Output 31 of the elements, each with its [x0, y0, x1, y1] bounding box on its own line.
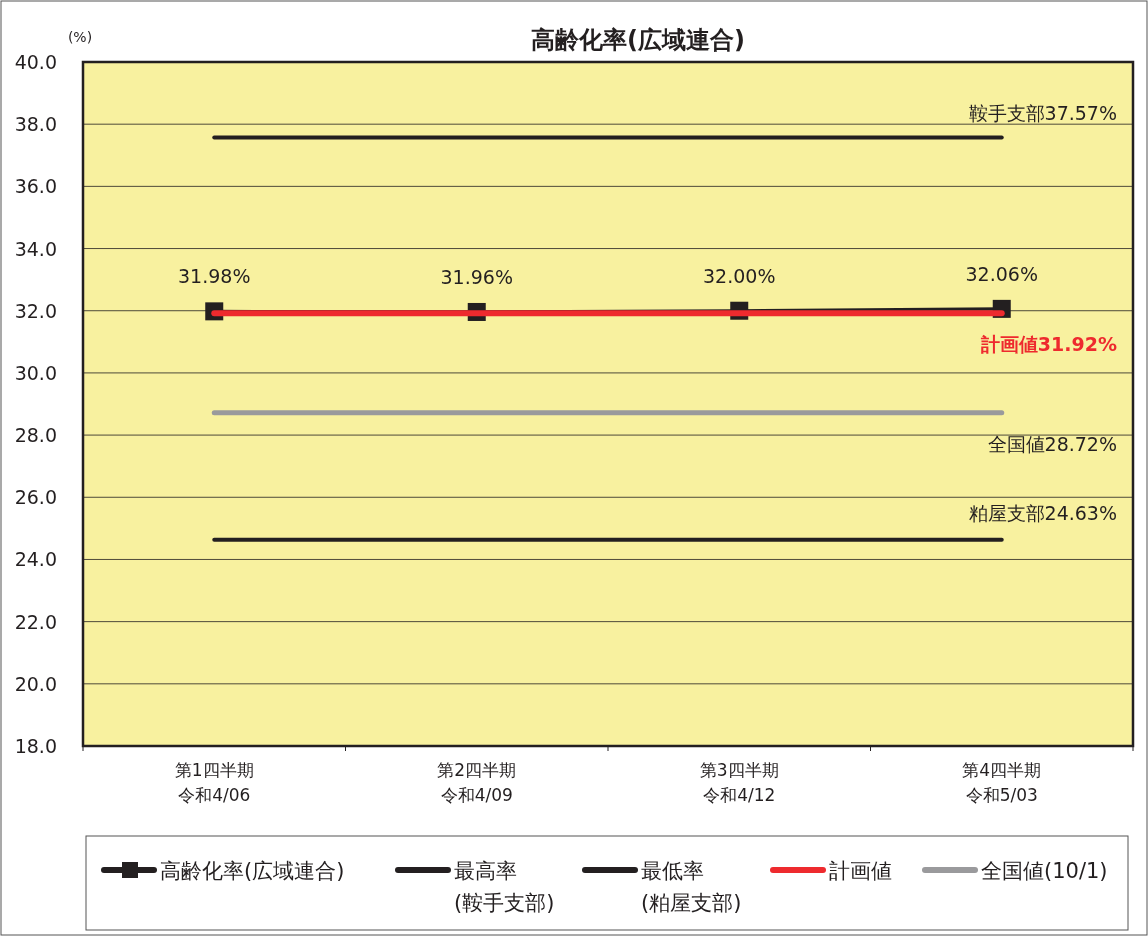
y-tick-label: 40.0: [14, 51, 57, 73]
y-tick-label: 26.0: [14, 486, 57, 509]
legend-label: 最低率 (粕屋支部): [641, 859, 742, 915]
annotation: 鞍手支部37.57%: [968, 101, 1117, 124]
y-tick-label: 22.0: [14, 610, 57, 633]
y-tick-label: 34.0: [14, 237, 57, 260]
data-label: 32.06%: [965, 262, 1038, 285]
x-tick-label: 第3四半期令和4/12: [699, 760, 779, 805]
x-tick-label: 第2四半期令和4/09: [437, 760, 517, 805]
y-tick-label: 18.0: [14, 735, 57, 757]
x-tick-label: 第1四半期令和4/06: [174, 760, 254, 805]
y-tick-label: 28.0: [14, 424, 57, 447]
chart-title: 高齢化率(広域連合): [531, 26, 745, 54]
data-label: 31.98%: [178, 265, 251, 288]
y-tick-label: 20.0: [14, 672, 57, 695]
annotation: 計画値31.92%: [979, 333, 1117, 356]
y-tick-label: 32.0: [14, 299, 57, 322]
data-label: 32.00%: [703, 264, 776, 287]
legend-label: 最高率 (鞍手支部): [454, 859, 555, 915]
y-tick-label: 36.0: [14, 175, 57, 198]
annotation: 粕屋支部24.63%: [968, 501, 1117, 524]
y-axis-title: (%): [67, 29, 93, 45]
annotation: 全国値28.72%: [987, 432, 1117, 455]
legend-label: 高齢化率(広域連合): [160, 859, 345, 883]
y-tick-label: 30.0: [14, 361, 57, 384]
legend-label: 全国値(10/1): [981, 859, 1108, 883]
x-tick-label: 第4四半期令和5/03: [962, 760, 1042, 805]
legend-label: 計画値: [829, 859, 892, 883]
y-tick-label: 24.0: [14, 548, 57, 571]
y-tick-label: 38.0: [14, 113, 57, 136]
data-label: 31.96%: [440, 265, 513, 288]
